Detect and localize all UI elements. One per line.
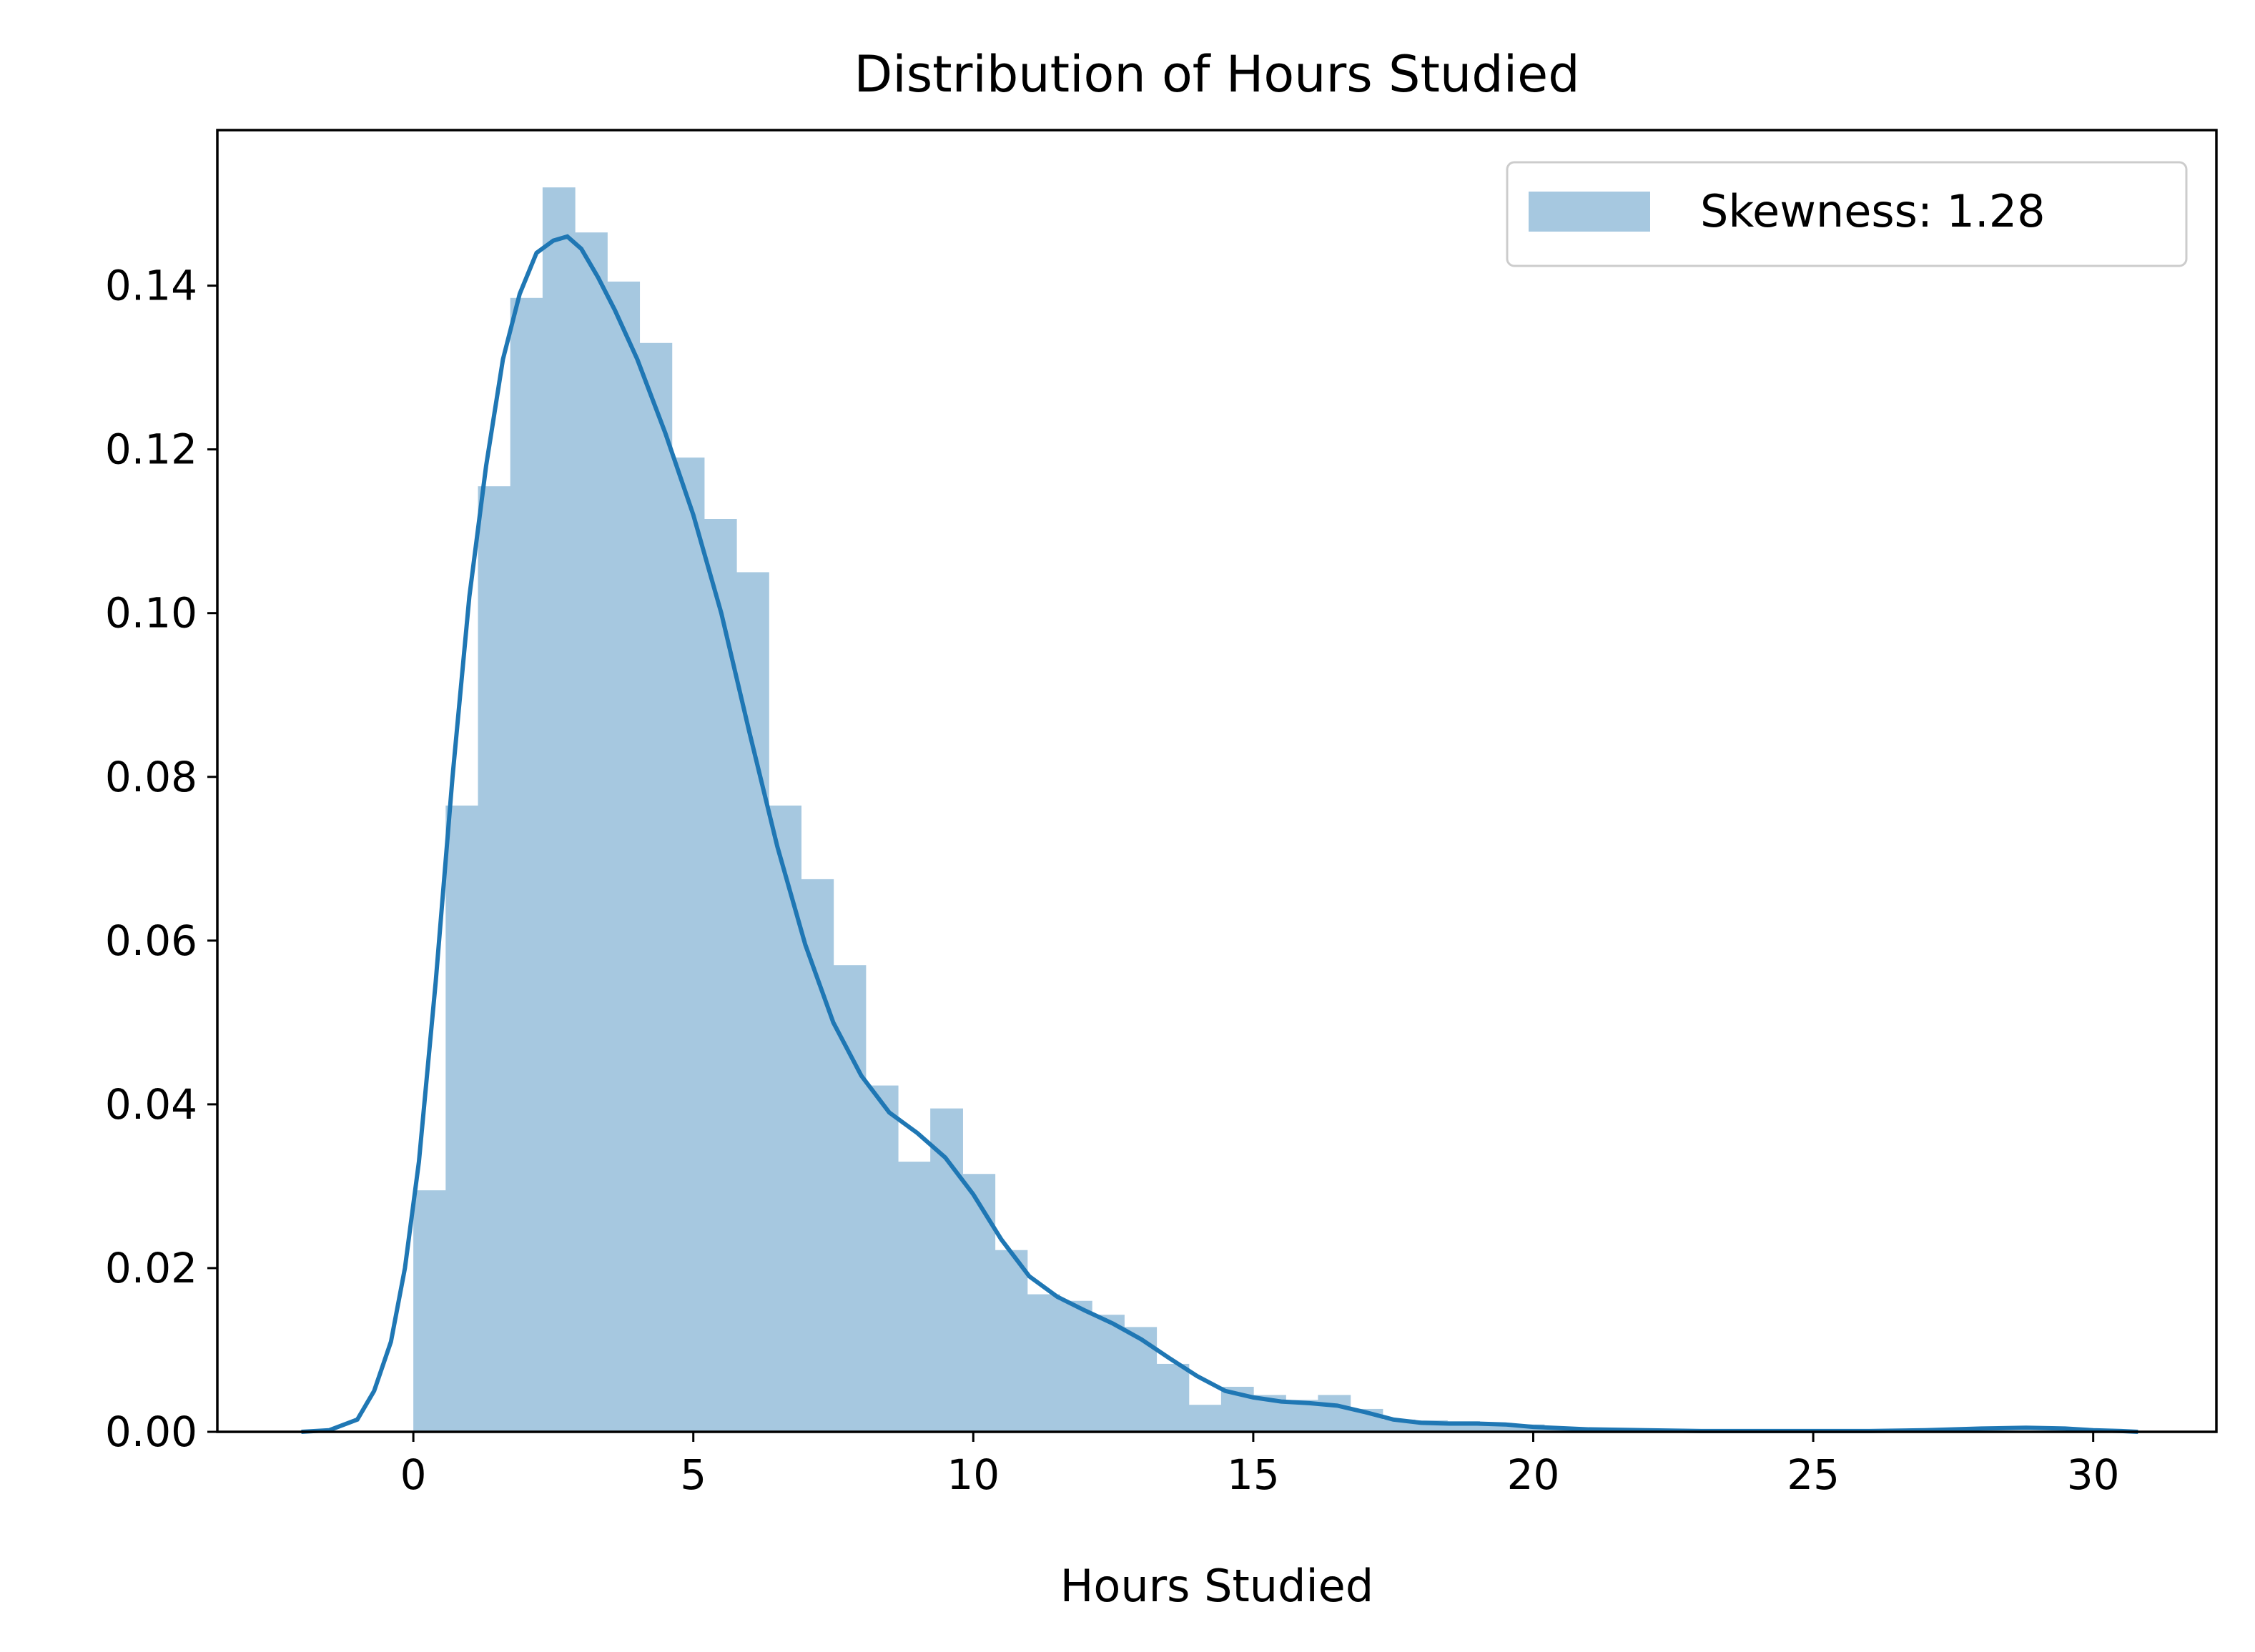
histogram-bar [445,805,479,1432]
histogram-bar [1156,1363,1190,1432]
histogram-bar [510,297,543,1432]
histogram-bar [736,572,769,1433]
legend: Skewness: 1.28 [1506,161,2188,267]
histogram-bar [1027,1294,1060,1432]
kde-line [301,234,2138,1434]
histogram-bar [607,281,641,1432]
legend-frame [1506,161,2188,267]
histogram-bar [962,1174,996,1432]
x-tick-label: 0 [400,1450,427,1499]
y-tick-label: 0.12 [105,425,197,474]
histogram-bar [1188,1405,1222,1432]
x-tick-label: 5 [680,1450,706,1499]
legend-label: Skewness: 1.28 [1700,185,2046,237]
plot-frame [216,129,2218,1433]
x-tick-label: 10 [947,1450,1000,1499]
x-tick-label: 20 [1507,1450,1560,1499]
histogram-bar [801,879,834,1432]
y-tick-label: 0.04 [105,1080,197,1129]
histogram-bar [542,187,576,1432]
x-tick-label: 30 [2067,1450,2120,1499]
histogram-bar [413,1190,446,1432]
x-tick-label: 25 [1787,1450,1840,1499]
histogram-bar [639,342,673,1432]
y-axis: 0.00 0.02 0.04 0.06 0.08 0.10 0.12 0.14 [105,262,217,1456]
histogram-bar [1124,1327,1158,1432]
histogram-bar [995,1250,1028,1432]
y-tick-label: 0.08 [105,753,197,801]
histogram-bar [575,232,608,1432]
histogram-bar [1092,1315,1125,1432]
y-tick-label: 0.06 [105,916,197,965]
y-tick-label: 0.02 [105,1244,197,1292]
y-tick-label: 0.10 [105,589,197,638]
histogram-bar [671,457,705,1432]
x-tick-label: 15 [1227,1450,1280,1499]
y-tick-label: 0.14 [105,262,197,310]
x-axis: 0 5 10 15 20 25 30 [400,1432,2120,1499]
histogram-bars [413,187,2062,1433]
histogram-bar [897,1162,931,1432]
histogram-bar [769,805,801,1432]
legend-swatch [1529,192,1650,232]
y-tick-label: 0.00 [105,1408,197,1456]
histogram-bar [833,965,867,1432]
histogram-bar [1318,1395,1351,1432]
x-axis-label: Hours Studied [1060,1560,1373,1612]
histogram-bar [865,1085,899,1432]
chart-title: Distribution of Hours Studied [854,45,1579,104]
histogram-bar [478,486,511,1433]
histogram-bar [1059,1300,1092,1432]
histogram-bar [704,519,737,1432]
